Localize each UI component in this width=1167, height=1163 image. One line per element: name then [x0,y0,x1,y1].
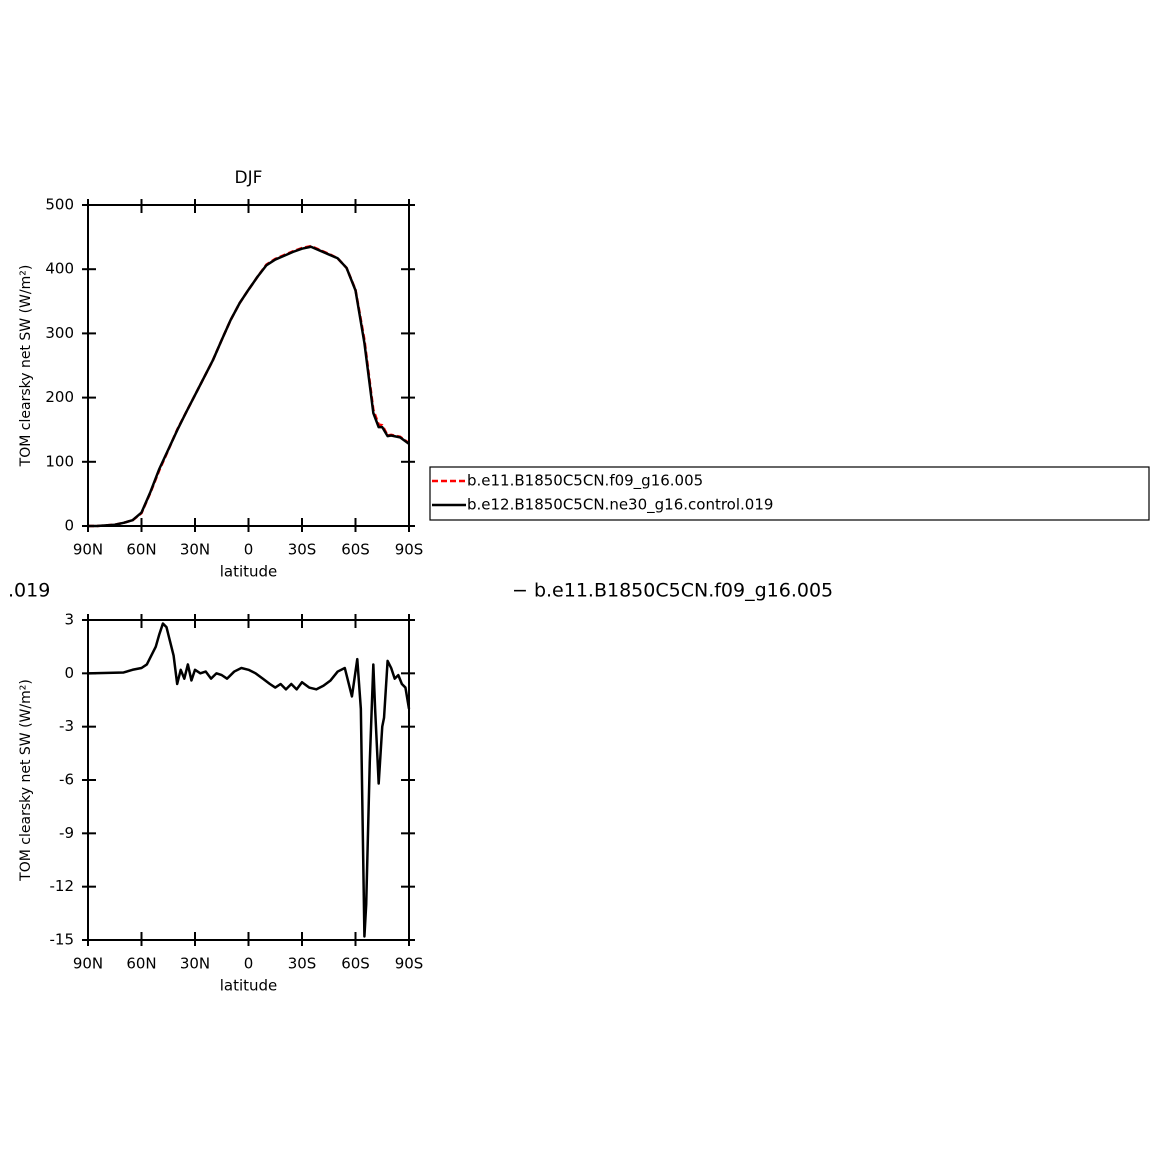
y-tick-label: 0 [64,517,74,535]
x-tick-label: 60N [126,541,156,559]
x-tick-label: 90S [395,541,424,559]
x-axis-label: latitude [220,563,278,581]
x-tick-label: 90S [395,955,424,973]
y-tick-label: 500 [45,196,74,214]
y-tick-label: -9 [59,824,74,842]
y-tick-label: -15 [50,931,75,949]
x-tick-label: 30S [288,955,317,973]
plot-frame [87,204,410,527]
y-tick-label: 400 [45,260,74,278]
x-tick-label: 90N [73,541,103,559]
x-axis-label: latitude [220,977,278,995]
legend-label: b.e11.B1850C5CN.f09_g16.005 [467,472,703,491]
x-tick-label: 30N [180,541,210,559]
legend-label: b.e12.B1850C5CN.ne30_g16.control.019 [467,496,773,515]
data-line [88,245,410,528]
x-tick-label: 90N [73,955,103,973]
y-tick-label: -3 [59,717,74,735]
y-axis-label: TOM clearsky net SW (W/m²) [18,679,34,882]
y-tick-label: 100 [45,452,74,470]
annotation: − b.e11.B1850C5CN.f09_g16.005 [512,580,833,602]
y-tick-label: -6 [59,771,74,789]
x-tick-label: 0 [244,955,254,973]
y-tick-label: 200 [45,388,74,406]
chart-title: DJF [235,168,263,188]
annotation: .019 [8,580,50,602]
legend-box [429,466,1150,521]
x-tick-label: 30N [180,955,210,973]
x-tick-label: 0 [244,541,254,559]
data-line [87,622,411,938]
x-tick-label: 30S [288,541,317,559]
y-tick-label: 3 [64,611,74,629]
y-tick-label: -12 [50,877,75,895]
x-tick-label: 60S [341,541,370,559]
y-axis-label: TOM clearsky net SW (W/m²) [18,265,34,468]
x-tick-label: 60N [126,955,156,973]
x-tick-label: 60S [341,955,370,973]
y-tick-label: 0 [64,664,74,682]
y-tick-label: 300 [45,324,74,342]
